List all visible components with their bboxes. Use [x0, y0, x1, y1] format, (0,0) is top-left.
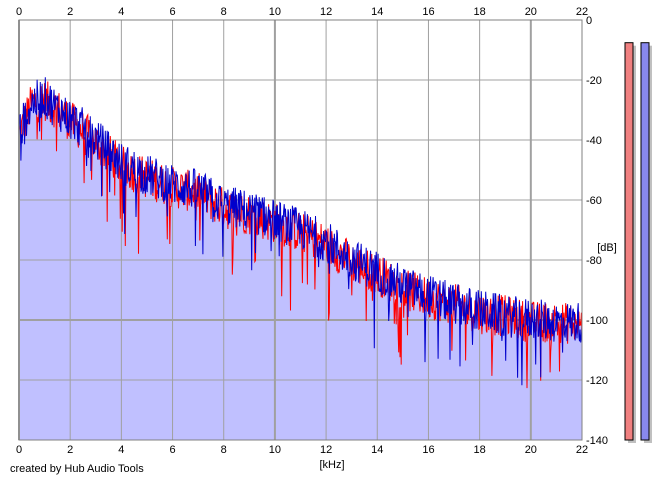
x-tick-labels-top: 0 2 4 6 8 10 12 14 16 18 20 22 — [16, 6, 588, 18]
x-tick-label-top: 8 — [221, 6, 227, 18]
x-tick-label-bottom: 16 — [422, 444, 434, 456]
x-tick-label-top: 18 — [474, 6, 486, 18]
y-tick-label: -80 — [586, 255, 602, 267]
x-tick-label-top: 14 — [371, 6, 383, 18]
x-tick-label-top: 4 — [118, 6, 124, 18]
x-tick-label-bottom: 22 — [576, 444, 588, 456]
y-tick-label: -120 — [586, 375, 608, 387]
x-tick-label-top: 10 — [269, 6, 281, 18]
level-meter-left — [624, 42, 634, 441]
series-lines — [18, 77, 583, 389]
y-tick-labels: 0 -20 -40 -60 -80 -100 -120 -140 — [586, 15, 608, 447]
y-tick-label: -60 — [586, 195, 602, 207]
x-tick-label-bottom: 0 — [16, 444, 22, 456]
x-tick-label-bottom: 4 — [118, 444, 124, 456]
y-tick-label: -140 — [586, 435, 608, 447]
x-tick-label-bottom: 18 — [474, 444, 486, 456]
x-tick-label-bottom: 2 — [67, 444, 73, 456]
credit-text: created by Hub Audio Tools — [10, 463, 144, 475]
x-tick-label-top: 16 — [422, 6, 434, 18]
x-tick-label-top: 2 — [67, 6, 73, 18]
spectrum-fill — [19, 77, 582, 440]
y-tick-label: -20 — [586, 75, 602, 87]
x-tick-label-bottom: 12 — [320, 444, 332, 456]
x-tick-label-top: 0 — [16, 6, 22, 18]
y-tick-label: -40 — [586, 135, 602, 147]
x-tick-label-bottom: 14 — [371, 444, 383, 456]
x-tick-label-bottom: 6 — [169, 444, 175, 456]
x-tick-label-top: 12 — [320, 6, 332, 18]
level-meters — [624, 42, 652, 443]
x-tick-label-bottom: 8 — [221, 444, 227, 456]
level-meter-right — [640, 42, 650, 441]
x-tick-label-bottom: 10 — [269, 444, 281, 456]
plot-border — [18, 19, 583, 441]
x-tick-label-top: 20 — [525, 6, 537, 18]
y-axis-label: [dB] — [597, 242, 617, 254]
x-tick-label-top: 22 — [576, 6, 588, 18]
x-tick-label-bottom: 20 — [525, 444, 537, 456]
x-tick-label-top: 6 — [169, 6, 175, 18]
spectrum-fill-area — [19, 77, 582, 440]
series-line-right — [18, 77, 583, 386]
x-axis-label: [kHz] — [319, 459, 344, 471]
x-tick-labels-bottom: 0 2 4 6 8 10 12 14 16 18 20 22 — [16, 444, 588, 456]
y-tick-label: 0 — [586, 15, 592, 27]
plot-frame — [18, 19, 583, 441]
y-tick-label: -100 — [586, 315, 608, 327]
